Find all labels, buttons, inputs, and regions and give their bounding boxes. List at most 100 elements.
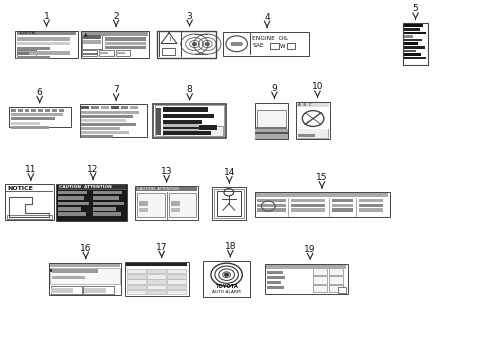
Bar [52,276,85,279]
Text: 9: 9 [271,84,277,93]
Bar [17,32,76,35]
Bar [404,53,421,56]
Bar [171,201,180,206]
Bar [7,215,52,219]
Bar [17,52,28,55]
Text: A  B  C: A B C [298,103,312,107]
Bar [329,285,343,292]
Bar [404,50,416,52]
Bar [116,52,125,54]
Bar [298,129,328,138]
Text: W: W [280,44,286,49]
Bar [255,132,288,134]
Text: 5: 5 [413,4,418,13]
Bar [163,120,202,124]
Bar [171,208,180,212]
Bar [82,32,148,36]
Bar [17,50,36,56]
Bar [147,290,166,294]
Bar [404,39,422,41]
Text: CAUTION  ATTENTION: CAUTION ATTENTION [59,185,112,189]
Bar [291,199,325,202]
Bar [93,191,122,194]
Bar [163,129,199,131]
Bar [223,32,309,56]
Bar [217,191,241,216]
Bar [157,31,216,58]
Bar [329,276,343,284]
Circle shape [224,273,229,276]
Bar [51,286,82,294]
Text: SAE: SAE [252,43,264,48]
Text: 17: 17 [156,243,168,252]
Bar [167,279,186,284]
Text: TOYOTA: TOYOTA [215,284,238,289]
Bar [81,31,149,58]
Bar [93,202,124,205]
Bar [18,109,23,112]
Bar [404,42,418,45]
Text: 11: 11 [25,165,37,174]
Bar [332,208,353,212]
Bar [313,268,327,275]
Bar [31,109,36,112]
Bar [80,104,147,137]
Bar [81,115,133,118]
Bar [163,131,211,135]
Bar [265,264,348,294]
Bar [127,285,146,289]
Bar [270,42,279,49]
Bar [163,107,208,112]
Bar [5,184,54,220]
Bar [17,51,71,55]
Bar [99,52,108,54]
Bar [58,207,81,211]
Bar [111,106,119,109]
Text: ENGINE  OIL: ENGINE OIL [252,36,289,41]
Bar [58,196,84,200]
Text: 19: 19 [304,245,316,254]
Bar [267,271,283,274]
Bar [17,47,49,50]
Bar [58,185,126,189]
Bar [255,192,390,217]
Text: 14: 14 [223,168,235,177]
Bar [359,208,383,212]
Circle shape [205,42,210,46]
Bar [52,109,57,112]
Bar [81,106,89,109]
Bar [105,37,146,41]
Bar [403,23,428,65]
Bar [116,50,130,56]
Bar [156,108,161,135]
Text: !: ! [168,37,171,42]
Bar [214,189,244,218]
Bar [167,274,186,279]
Bar [15,31,78,58]
Text: 3: 3 [187,12,193,21]
Text: CAUTION  ATTENTION: CAUTION ATTENTION [137,187,179,192]
Bar [266,265,346,269]
Bar [137,193,165,217]
Bar [81,131,129,134]
Bar [332,204,353,207]
Bar [338,287,346,293]
Bar [239,42,243,45]
Bar [147,269,166,274]
Bar [105,46,146,49]
Bar [404,32,426,34]
Bar [167,269,186,274]
Bar [11,109,16,112]
Bar [296,102,330,139]
Bar [404,28,420,31]
Bar [297,103,329,107]
Text: ▲: ▲ [84,31,88,36]
Bar [267,286,285,289]
Bar [101,106,109,109]
Bar [49,263,121,295]
Text: AUTO ALARM: AUTO ALARM [212,289,241,294]
Bar [153,104,226,138]
Bar [81,123,136,126]
Bar [50,269,90,272]
Bar [359,204,383,207]
